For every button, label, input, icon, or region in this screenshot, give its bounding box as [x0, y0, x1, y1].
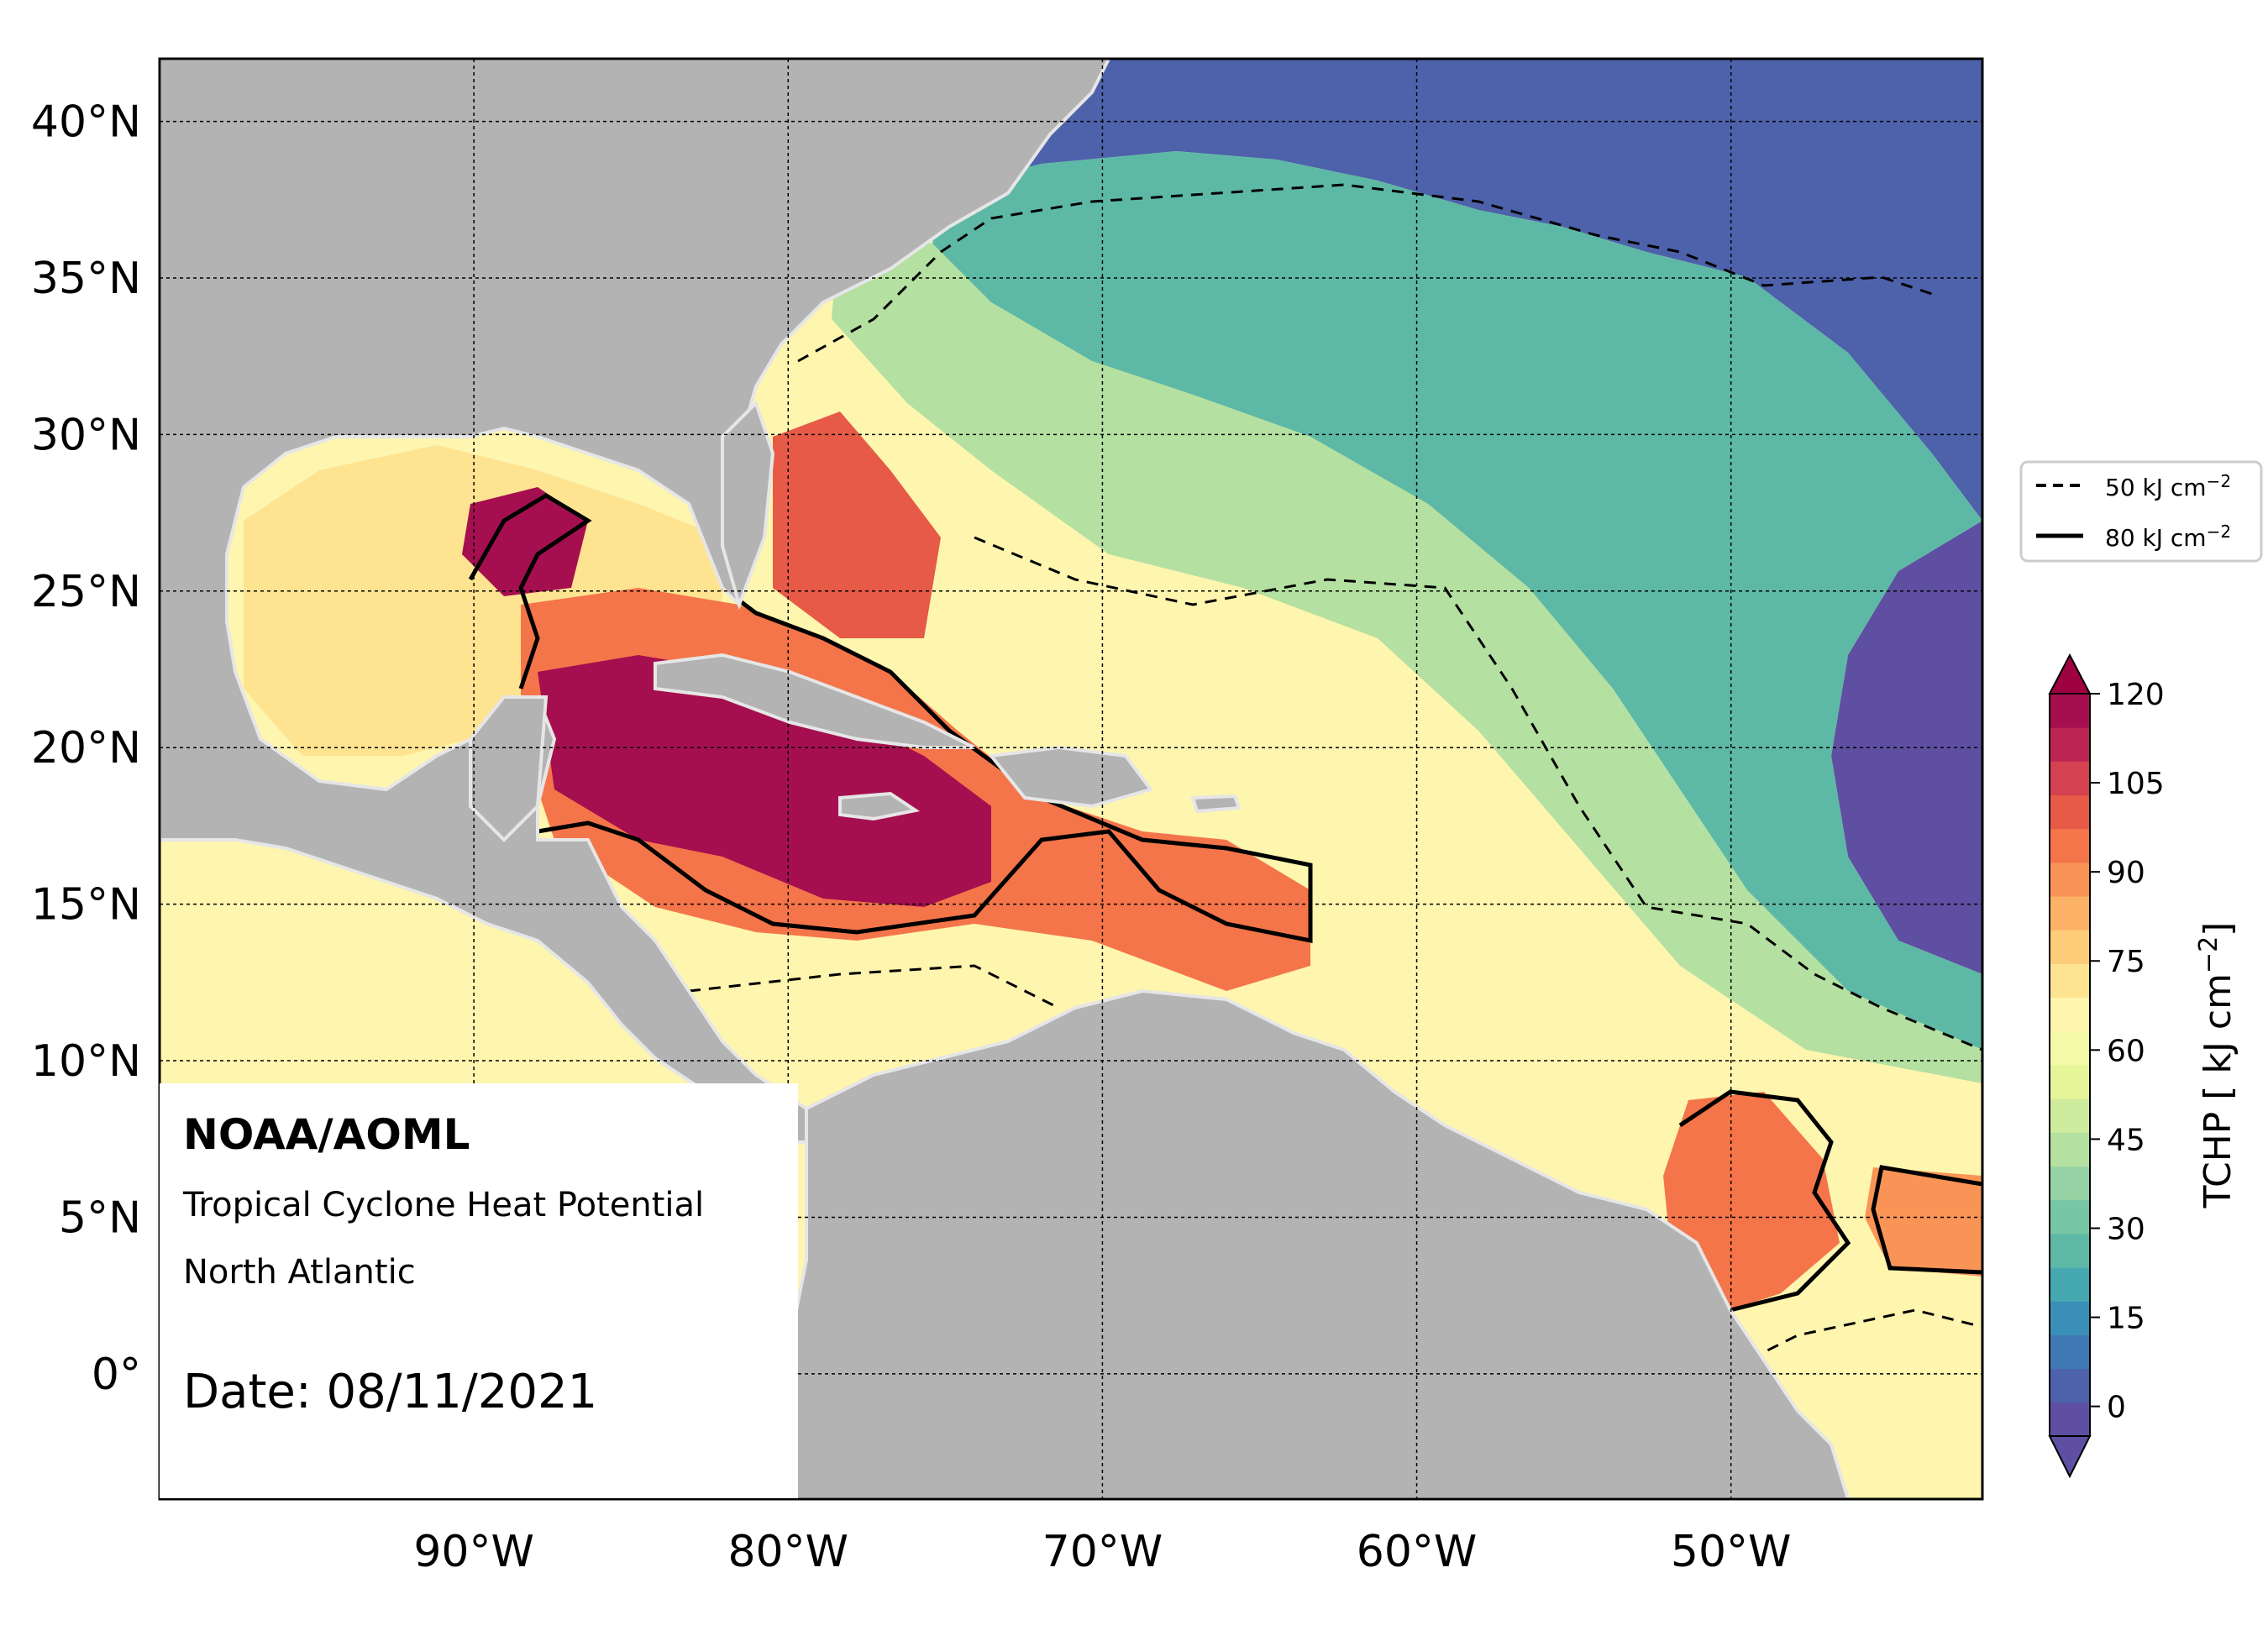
colorbar-swatch — [2050, 794, 2090, 830]
yucatan-peninsula — [469, 695, 549, 842]
lon-tick-label: 70°W — [1042, 1527, 1163, 1577]
lat-tick-label: 30°N — [31, 410, 141, 460]
colorbar-tick-label: 45 — [2107, 1123, 2145, 1157]
teal-band — [932, 151, 1982, 1050]
colorbar-tick-label: 105 — [2107, 767, 2165, 801]
lat-tick-label: 20°N — [31, 723, 141, 773]
colorbar-tick-label: 75 — [2107, 945, 2145, 979]
lat-tick-label: 15°N — [31, 880, 141, 931]
colorbar-swatch — [2050, 727, 2090, 762]
colorbar-swatch — [2050, 963, 2090, 999]
equatorial-warm-patch-east — [1865, 1167, 1982, 1277]
colorbar-swatch — [2050, 1368, 2090, 1403]
colorbar-swatch — [2050, 862, 2090, 897]
legend-item-80: 80 kJ cm−2 — [2105, 522, 2231, 552]
colorbar-swatch — [2050, 1267, 2090, 1302]
info-box-background — [160, 1083, 798, 1498]
hispaniola-island — [988, 745, 1154, 809]
colorbar-swatch — [2050, 1065, 2090, 1099]
legend-item-50: 50 kJ cm−2 — [2105, 471, 2231, 501]
heat-field — [244, 59, 1982, 1379]
lat-tick-label: 25°N — [31, 567, 141, 617]
colorbar-label: TCHP [ kJ cm−2] — [2194, 922, 2239, 1209]
colorbar-frame — [2049, 693, 2091, 1437]
lon-tick-label: 50°W — [1671, 1527, 1792, 1577]
equatorial-warm-patch-west — [1663, 1092, 1840, 1310]
puerto-rico-island — [1190, 794, 1242, 814]
colorbar-swatch — [2050, 1030, 2090, 1066]
contour-50-caribbean-south — [688, 964, 1059, 1009]
colorbar-swatch — [2050, 761, 2090, 796]
colorbar-tick-label: 30 — [2107, 1212, 2145, 1246]
bahamas-warm-zone — [773, 412, 941, 638]
colorbar-swatches — [2050, 694, 2090, 1437]
contour-80-equatorial — [1678, 1089, 1851, 1313]
colorbar-swatch — [2050, 930, 2090, 964]
colorbar-swatch — [2050, 1301, 2090, 1335]
info-box: NOAA/AOML Tropical Cyclone Heat Potentia… — [160, 1083, 798, 1498]
florida-peninsula — [721, 400, 775, 611]
colorbar-swatch — [2050, 1132, 2090, 1167]
map-frame — [158, 57, 1984, 1501]
colorbar-swatch — [2050, 1402, 2090, 1437]
lon-tick-label: 60°W — [1357, 1527, 1478, 1577]
caribbean-hot-core — [538, 655, 991, 907]
colorbar-swatch — [2050, 828, 2090, 863]
contour-80-gulf — [468, 493, 592, 689]
colorbar: 0 15 30 45 60 75 90 105 120 TCHP [ kJ cm−2] — [2048, 653, 2239, 1479]
lat-tick-label: 0° — [92, 1350, 141, 1400]
colorbar-swatch — [2050, 1098, 2090, 1133]
lat-tick-label: 5°N — [59, 1193, 141, 1243]
colorbar-tick-label: 120 — [2107, 678, 2165, 712]
lat-tick-label: 10°N — [31, 1036, 141, 1087]
colorbar-swatch — [2050, 896, 2090, 931]
colorbar-tick-label: 0 — [2107, 1391, 2126, 1425]
org-label: NOAA/AOML — [183, 1110, 470, 1159]
map-area[interactable] — [160, 59, 1982, 1499]
green-band — [832, 210, 1982, 1083]
product-label: Tropical Cyclone Heat Potential — [182, 1186, 704, 1224]
colorbar-tick-label: 60 — [2107, 1034, 2145, 1068]
colorbar-swatch — [2050, 694, 2090, 728]
lon-tick-label: 90°W — [413, 1527, 534, 1577]
contour-80-caribbean — [537, 586, 1313, 944]
colorbar-swatch — [2050, 1334, 2090, 1370]
colorbar-swatch — [2050, 997, 2090, 1032]
lat-tick-label: 40°N — [31, 97, 141, 148]
land-masses — [160, 59, 1851, 1499]
colorbar-swatch — [2050, 1199, 2090, 1235]
lat-tick-label: 35°N — [31, 254, 141, 304]
latitude-tick-labels: 40°N 35°N 30°N 25°N 20°N 15°N 10°N 5°N 0° — [31, 97, 141, 1400]
date-label: Date: 08/11/2021 — [183, 1365, 597, 1419]
colorbar-max-extension — [2048, 653, 2092, 695]
colorbar-swatch — [2050, 1166, 2090, 1201]
contour-legend: 50 kJ cm−2 80 kJ cm−2 — [2019, 460, 2263, 563]
cold-zone-northeast — [916, 59, 1982, 521]
colorbar-tick-label: 90 — [2107, 856, 2145, 890]
lon-tick-label: 80°W — [727, 1527, 848, 1577]
region-label: North Atlantic — [183, 1253, 416, 1292]
contour-50-north — [797, 183, 1933, 363]
colorbar-ticks: 0 15 30 45 60 75 90 105 120 — [2090, 678, 2165, 1425]
colorbar-swatch — [2050, 1233, 2090, 1268]
jamaica-island — [838, 791, 921, 821]
contour-80-equatorial-east — [1871, 1165, 1982, 1275]
colorbar-tick-label: 15 — [2107, 1302, 2145, 1336]
colorbar-min-extension — [2048, 1435, 2092, 1479]
gulf-loop-current-core — [462, 487, 588, 596]
longitude-tick-labels: 90°W 80°W 70°W 60°W 50°W — [413, 1527, 1791, 1577]
